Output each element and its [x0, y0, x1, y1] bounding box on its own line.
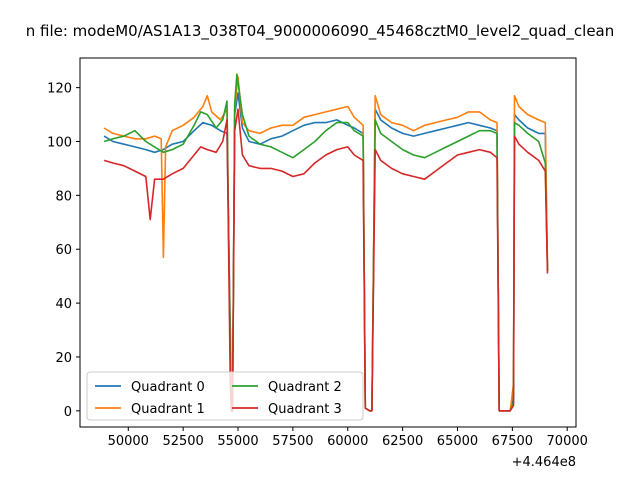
y-axis-ticks: 0 20 40 60 80 100 120	[47, 82, 80, 420]
x-axis-offset-label: +4.464e8	[512, 455, 576, 470]
x-tick-label: 67500	[492, 434, 533, 449]
legend-label-quadrant-0: Quadrant 0	[131, 380, 205, 395]
legend: Quadrant 0 Quadrant 1 Quadrant 2 Quadrant 3	[86, 371, 364, 421]
x-tick-label: 65000	[437, 434, 478, 449]
x-tick-label: 52500	[162, 434, 203, 449]
x-axis-ticks: 50000 52500 55000 57500 60000 62500 65000 67500…	[108, 427, 588, 449]
y-tick-label: 120	[47, 82, 72, 97]
legend-label-quadrant-1: Quadrant 1	[131, 402, 205, 417]
chart-title: n file: modeM0/AS1A13_038T04_9000006090_…	[26, 22, 615, 41]
y-tick-label: 0	[64, 405, 72, 420]
y-tick-label: 60	[55, 243, 72, 258]
series-layer	[103, 73, 549, 412]
x-tick-label: 57500	[272, 434, 313, 449]
x-tick-label: 60000	[327, 434, 368, 449]
legend-label-quadrant-3: Quadrant 3	[268, 402, 342, 417]
legend-box	[86, 371, 364, 421]
series-line-quadrant-1	[103, 76, 549, 412]
y-tick-label: 20	[55, 351, 72, 366]
y-tick-label: 40	[55, 297, 72, 312]
legend-label-quadrant-2: Quadrant 2	[268, 380, 342, 395]
x-tick-label: 55000	[217, 434, 258, 449]
plot-frame	[79, 57, 577, 428]
x-tick-label: 70000	[547, 434, 588, 449]
series-line-quadrant-3	[103, 108, 549, 412]
x-tick-label: 62500	[382, 434, 423, 449]
series-line-quadrant-2	[103, 73, 549, 412]
y-tick-label: 100	[47, 135, 72, 150]
y-tick-label: 80	[55, 189, 72, 204]
x-tick-label: 50000	[108, 434, 149, 449]
series-line-quadrant-0	[103, 92, 549, 412]
